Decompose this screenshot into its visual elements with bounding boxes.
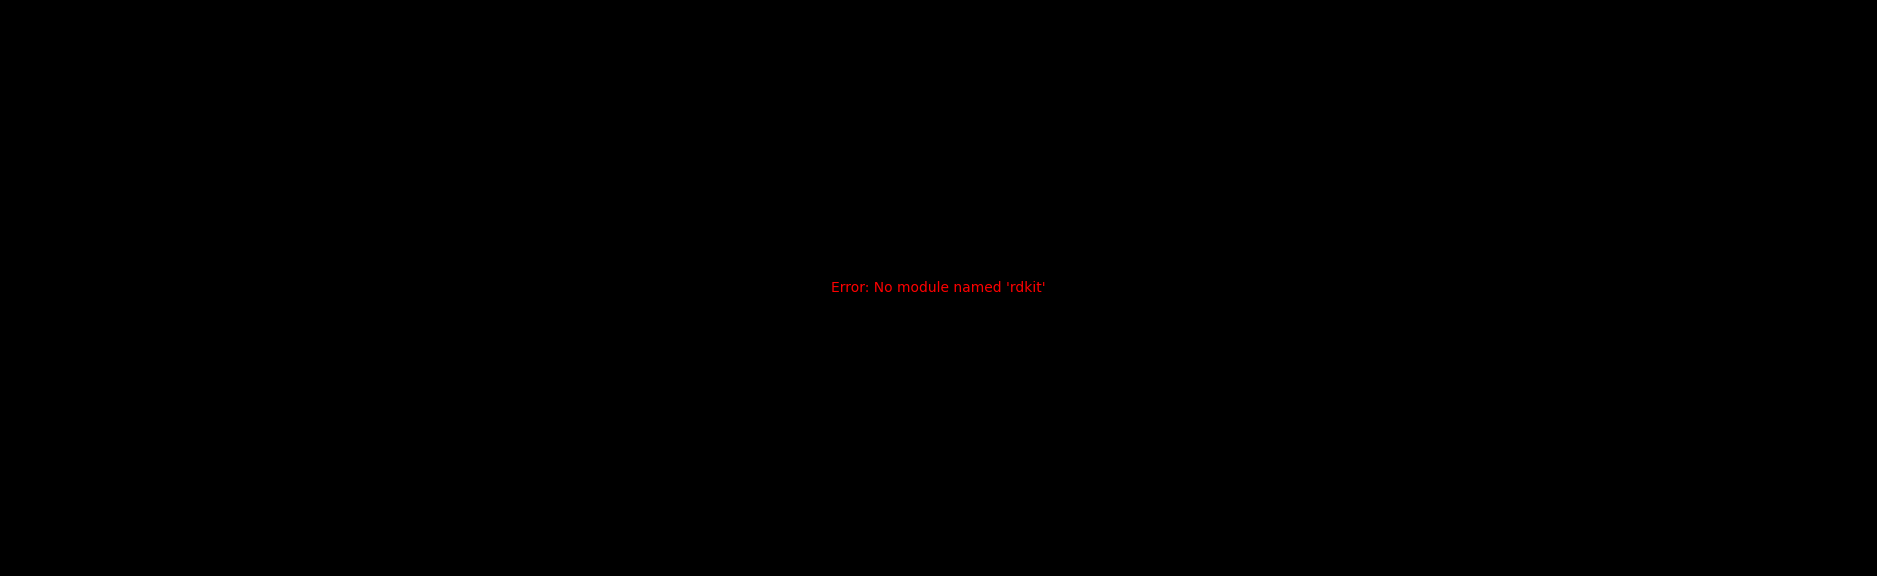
- Text: Error: No module named 'rdkit': Error: No module named 'rdkit': [832, 281, 1045, 295]
